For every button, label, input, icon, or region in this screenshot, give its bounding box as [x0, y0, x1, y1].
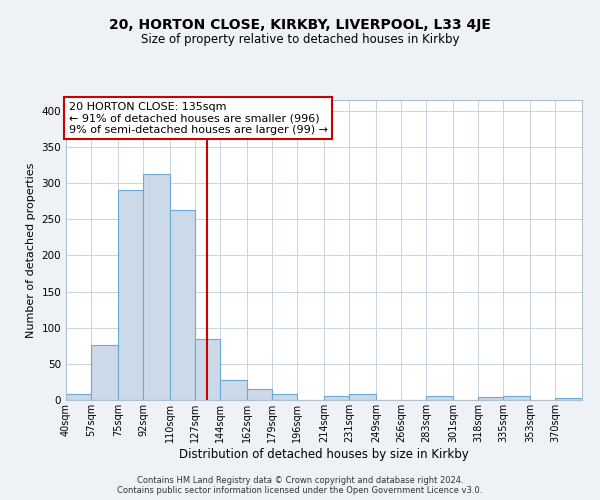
Y-axis label: Number of detached properties: Number of detached properties	[26, 162, 36, 338]
Bar	[324, 396, 349, 400]
Bar	[503, 396, 530, 400]
Bar	[91, 345, 118, 400]
Bar	[556, 398, 582, 400]
Text: 20 HORTON CLOSE: 135sqm
← 91% of detached houses are smaller (996)
9% of semi-de: 20 HORTON CLOSE: 135sqm ← 91% of detache…	[68, 102, 328, 134]
Bar	[143, 174, 170, 400]
Bar	[195, 338, 220, 400]
X-axis label: Distribution of detached houses by size in Kirkby: Distribution of detached houses by size …	[179, 448, 469, 460]
Bar	[478, 397, 503, 400]
Text: Contains HM Land Registry data © Crown copyright and database right 2024.: Contains HM Land Registry data © Crown c…	[137, 476, 463, 485]
Bar	[349, 394, 376, 400]
Text: 20, HORTON CLOSE, KIRKBY, LIVERPOOL, L33 4JE: 20, HORTON CLOSE, KIRKBY, LIVERPOOL, L33…	[109, 18, 491, 32]
Bar	[66, 394, 91, 400]
Bar	[272, 394, 298, 400]
Bar	[170, 210, 195, 400]
Bar	[220, 380, 247, 400]
Bar	[427, 396, 453, 400]
Text: Size of property relative to detached houses in Kirkby: Size of property relative to detached ho…	[141, 32, 459, 46]
Text: Contains public sector information licensed under the Open Government Licence v3: Contains public sector information licen…	[118, 486, 482, 495]
Bar	[118, 190, 143, 400]
Bar	[247, 389, 272, 400]
